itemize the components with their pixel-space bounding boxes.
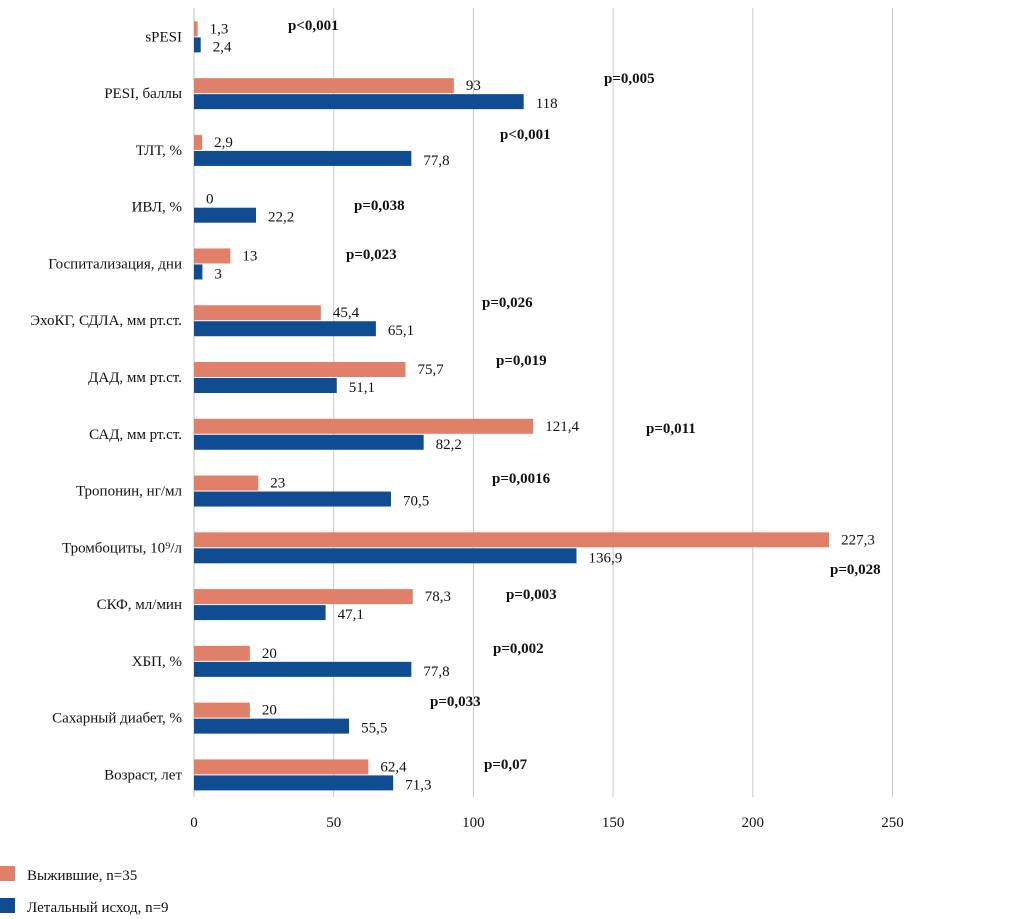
- data-label-lethal: 2,4: [213, 39, 232, 55]
- p-value-label: p=0,005: [604, 71, 655, 87]
- p-value-label: p=0,019: [496, 353, 547, 369]
- bar-lethal: [194, 94, 524, 110]
- category-label: ХБП, %: [132, 654, 182, 670]
- bar-survivors: [194, 78, 454, 94]
- data-label-lethal: 65,1: [388, 323, 414, 339]
- bar-lethal: [194, 264, 203, 280]
- bar-survivors: [194, 589, 413, 605]
- bar-lethal: [194, 548, 577, 564]
- legend-label: Выжившие, n=35: [27, 868, 137, 884]
- data-label-lethal: 71,3: [405, 777, 431, 793]
- data-label-lethal: 136,9: [588, 550, 622, 566]
- data-label-lethal: 77,8: [423, 664, 449, 680]
- p-value-label: p=0,0016: [492, 471, 551, 487]
- p-value-label: p=0,033: [430, 694, 481, 710]
- bar-lethal: [194, 150, 412, 166]
- data-label-lethal: 3: [214, 266, 222, 282]
- p-value-label: p=0,003: [506, 587, 557, 603]
- data-label-survivors: 20: [262, 646, 277, 662]
- x-tick-label: 150: [602, 815, 625, 831]
- category-label: Госпитализация, дни: [48, 256, 182, 272]
- bar-lethal: [194, 718, 350, 734]
- data-label-lethal: 77,8: [423, 153, 449, 169]
- category-label: PESI, баллы: [104, 86, 182, 102]
- p-value-label: p=0,002: [493, 641, 544, 657]
- data-label-survivors: 75,7: [418, 362, 445, 378]
- data-label-survivors: 0: [206, 192, 214, 208]
- p-value-label: p=0,023: [346, 247, 397, 263]
- bar-lethal: [194, 775, 394, 791]
- data-label-survivors: 62,4: [380, 759, 407, 775]
- p-value-label: p=0,028: [830, 562, 881, 578]
- category-label: ТЛТ, %: [136, 143, 182, 159]
- category-label: СКФ, мл/мин: [97, 597, 182, 613]
- bar-survivors: [194, 418, 534, 434]
- data-label-survivors: 2,9: [214, 135, 233, 151]
- p-value-label: p<0,001: [288, 18, 339, 34]
- data-label-lethal: 47,1: [338, 607, 364, 623]
- p-value-label: p=0,011: [646, 421, 696, 437]
- x-tick-label: 200: [742, 815, 765, 831]
- bar-survivors: [194, 475, 259, 491]
- bar-lethal: [194, 207, 257, 223]
- bar-survivors: [194, 362, 406, 378]
- category-label: Тропонин, нг/мл: [76, 484, 183, 500]
- bar-lethal: [194, 605, 326, 621]
- bar-survivors: [194, 134, 203, 150]
- bars: [194, 21, 830, 791]
- data-label-survivors: 121,4: [545, 419, 579, 435]
- data-label-lethal: 51,1: [349, 380, 375, 396]
- bar-lethal: [194, 37, 201, 53]
- bar-survivors: [194, 248, 231, 264]
- category-label: Сахарный диабет, %: [52, 711, 182, 727]
- p-value-label: p=0,07: [484, 757, 528, 773]
- bar-lethal: [194, 434, 424, 450]
- bar-survivors: [194, 702, 250, 718]
- data-label-lethal: 70,5: [403, 494, 429, 510]
- bar-survivors: [194, 532, 830, 548]
- data-label-survivors: 23: [270, 476, 285, 492]
- data-label-lethal: 22,2: [268, 210, 294, 226]
- data-label-lethal: 82,2: [436, 437, 462, 453]
- data-label-survivors: 20: [262, 703, 277, 719]
- data-label-survivors: 13: [242, 248, 257, 264]
- bar-lethal: [194, 321, 376, 337]
- data-label-survivors: 93: [466, 78, 481, 94]
- category-label: Тромбоциты, 10⁹/л: [62, 540, 183, 556]
- category-label: ИВЛ, %: [132, 200, 182, 216]
- data-label-survivors: 227,3: [841, 532, 875, 548]
- bar-survivors: [194, 645, 250, 661]
- data-label-survivors: 78,3: [425, 589, 451, 605]
- bar-lethal: [194, 491, 391, 507]
- category-label: САД, мм рт.ст.: [89, 427, 182, 443]
- data-label-lethal: 55,5: [361, 721, 387, 737]
- bar-lethal: [194, 378, 337, 394]
- bar-survivors: [194, 305, 321, 321]
- category-label: sPESI: [145, 29, 182, 45]
- x-tick-label: 250: [881, 815, 904, 831]
- bar-lethal: [194, 661, 412, 677]
- category-label: ДАД, мм рт.ст.: [88, 370, 182, 386]
- x-tick-label: 0: [190, 815, 198, 831]
- legend: Выжившие, n=35 Летальный исход, n=9: [0, 866, 169, 916]
- x-tick-label: 50: [326, 815, 341, 831]
- data-label-survivors: 1,3: [210, 21, 229, 37]
- x-tick-label: 100: [462, 815, 485, 831]
- data-label-lethal: 118: [536, 96, 558, 112]
- bar-survivors: [194, 759, 369, 775]
- category-label: Возраст, лет: [104, 767, 182, 783]
- legend-swatch: [0, 898, 15, 913]
- category-label: ЭхоКГ, СДЛА, мм рт.ст.: [30, 313, 182, 329]
- data-label-survivors: 45,4: [333, 305, 360, 321]
- legend-swatch: [0, 866, 15, 881]
- p-value-label: p=0,026: [482, 295, 533, 311]
- legend-label: Летальный исход, n=9: [27, 900, 169, 916]
- p-value-label: p<0,001: [500, 127, 551, 143]
- p-value-label: p=0,038: [354, 198, 405, 214]
- bar-survivors: [194, 21, 198, 37]
